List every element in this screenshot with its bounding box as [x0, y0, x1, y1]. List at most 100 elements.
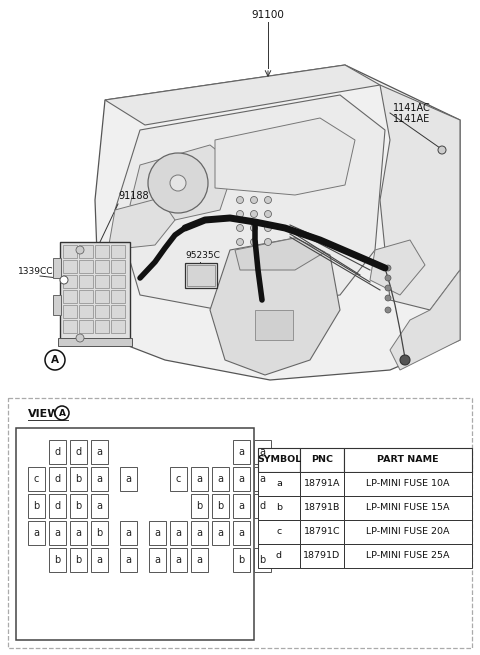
Bar	[111, 290, 125, 303]
Text: 18791D: 18791D	[303, 552, 341, 561]
Text: a: a	[34, 528, 39, 538]
Text: 18791A: 18791A	[304, 479, 340, 489]
Text: A: A	[51, 355, 59, 365]
Bar	[258, 448, 300, 472]
Bar	[187, 265, 215, 286]
Text: VIEW: VIEW	[28, 409, 60, 419]
Bar	[149, 521, 166, 545]
Bar	[170, 521, 187, 545]
Bar	[28, 521, 45, 545]
Bar	[254, 467, 271, 491]
Text: b: b	[96, 528, 103, 538]
Text: a: a	[155, 528, 160, 538]
Bar	[254, 494, 271, 518]
Text: a: a	[196, 474, 203, 484]
Text: A: A	[59, 409, 65, 417]
Text: a: a	[176, 555, 181, 565]
Text: a: a	[55, 528, 60, 538]
Bar	[120, 548, 137, 572]
Circle shape	[251, 210, 257, 217]
Text: d: d	[54, 447, 60, 457]
Bar	[60, 242, 130, 342]
Bar	[344, 472, 472, 496]
Polygon shape	[105, 65, 380, 125]
Text: LP-MINI FUSE 10A: LP-MINI FUSE 10A	[366, 479, 450, 489]
Circle shape	[237, 238, 243, 246]
Bar	[28, 467, 45, 491]
Text: d: d	[54, 501, 60, 511]
Bar	[95, 260, 109, 273]
Text: b: b	[259, 555, 265, 565]
Bar	[111, 260, 125, 273]
Bar	[233, 548, 250, 572]
Bar	[255, 310, 293, 340]
Text: SYMBOL: SYMBOL	[257, 455, 301, 464]
Bar	[79, 320, 93, 333]
Bar	[344, 496, 472, 520]
Bar	[120, 521, 137, 545]
Text: a: a	[96, 474, 103, 484]
Circle shape	[251, 196, 257, 204]
Bar	[233, 521, 250, 545]
Bar	[254, 548, 271, 572]
Circle shape	[264, 196, 272, 204]
Bar	[258, 544, 300, 568]
Bar	[63, 275, 77, 288]
Text: b: b	[276, 504, 282, 512]
Bar	[111, 275, 125, 288]
Bar	[95, 290, 109, 303]
Circle shape	[45, 350, 65, 370]
Bar	[91, 467, 108, 491]
Bar	[16, 428, 254, 640]
Bar	[49, 440, 66, 464]
Text: b: b	[75, 501, 82, 511]
Bar	[233, 467, 250, 491]
Text: a: a	[217, 528, 224, 538]
Circle shape	[170, 175, 186, 191]
Circle shape	[385, 265, 391, 271]
Bar	[70, 521, 87, 545]
Text: d: d	[276, 552, 282, 561]
Text: b: b	[75, 555, 82, 565]
Text: PNC: PNC	[311, 455, 333, 464]
Circle shape	[251, 238, 257, 246]
Bar	[70, 548, 87, 572]
Bar	[91, 494, 108, 518]
Circle shape	[60, 276, 68, 284]
Bar	[53, 295, 61, 315]
Text: b: b	[34, 501, 40, 511]
Bar	[63, 290, 77, 303]
Bar	[344, 544, 472, 568]
Circle shape	[385, 275, 391, 281]
Polygon shape	[210, 238, 340, 375]
Text: a: a	[96, 555, 103, 565]
Bar	[111, 245, 125, 258]
Circle shape	[237, 210, 243, 217]
Circle shape	[385, 295, 391, 301]
Text: a: a	[260, 447, 265, 457]
Bar	[28, 494, 45, 518]
Polygon shape	[370, 240, 425, 295]
Text: 91100: 91100	[252, 10, 285, 20]
Circle shape	[400, 355, 410, 365]
Bar	[344, 448, 472, 472]
Bar	[79, 245, 93, 258]
Bar	[53, 258, 61, 278]
Bar	[49, 467, 66, 491]
Circle shape	[237, 225, 243, 231]
Bar	[70, 494, 87, 518]
Text: a: a	[125, 474, 132, 484]
Polygon shape	[115, 95, 385, 310]
Bar	[79, 275, 93, 288]
Bar	[79, 290, 93, 303]
Text: PART NAME: PART NAME	[377, 455, 439, 464]
Bar	[95, 275, 109, 288]
Bar	[49, 548, 66, 572]
Text: d: d	[259, 501, 265, 511]
Circle shape	[96, 331, 104, 339]
Bar	[300, 520, 344, 544]
Bar	[170, 548, 187, 572]
Bar	[185, 263, 217, 288]
Text: a: a	[239, 501, 244, 511]
Bar	[170, 467, 187, 491]
